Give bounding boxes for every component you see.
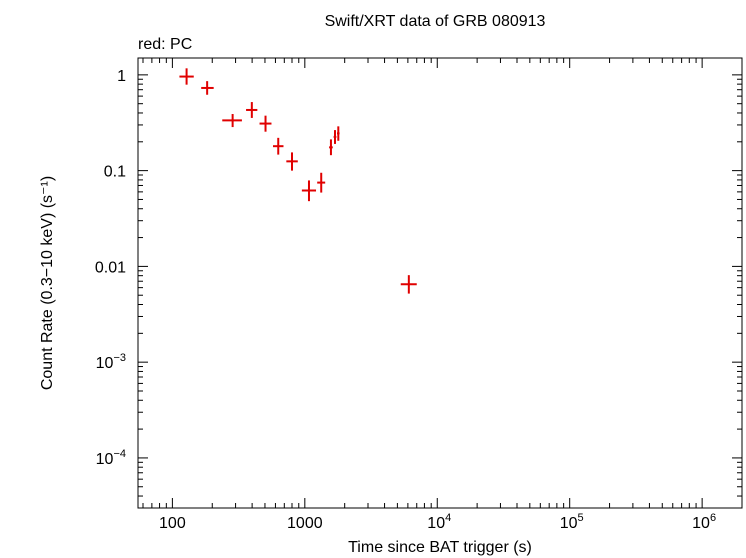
y-tick-label: 1: [117, 68, 126, 85]
chart-subtitle: red: PC: [138, 36, 192, 53]
data-point: [317, 172, 326, 193]
x-tick-label: 105: [560, 512, 584, 532]
axis-ticks: [138, 58, 743, 509]
x-tick-label: 1000: [287, 515, 323, 532]
tick-labels: 100 1000 104 105 106 1 0.1 0.01 10−3 10−4: [95, 68, 716, 532]
data-point: [259, 115, 272, 132]
data-point: [329, 139, 333, 156]
data-point: [222, 114, 242, 128]
data-point: [246, 102, 258, 118]
data-point: [201, 81, 214, 95]
data-point: [179, 68, 194, 85]
plot-frame: [137, 57, 743, 509]
data-point: [400, 275, 417, 294]
x-tick-label: 104: [427, 512, 451, 532]
x-axis-label: Time since BAT trigger (s): [348, 539, 532, 556]
data-point: [301, 180, 317, 202]
data-point: [333, 130, 337, 144]
y-tick-label: 10−4: [96, 448, 126, 468]
y-tick-label: 10−3: [96, 352, 126, 372]
data-point: [286, 152, 298, 171]
chart-title: Swift/XRT data of GRB 080913: [325, 13, 546, 30]
y-tick-label: 0.1: [104, 164, 126, 181]
x-tick-label: 106: [692, 512, 716, 532]
y-tick-label: 0.01: [95, 259, 126, 276]
data-points: [179, 68, 417, 294]
data-point: [337, 126, 340, 141]
x-tick-label: 100: [159, 515, 186, 532]
data-point: [272, 137, 284, 155]
y-axis-label: Count Rate (0.3−10 keV) (s⁻¹): [39, 176, 56, 390]
